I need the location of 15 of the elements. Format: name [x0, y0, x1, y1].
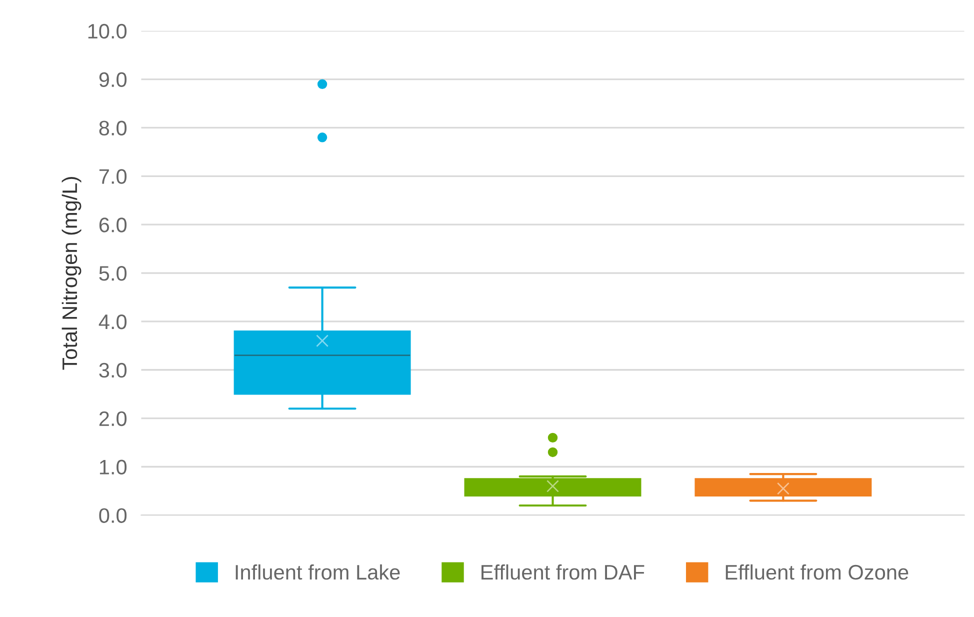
y-tick-label: 9.0 — [99, 72, 127, 88]
y-tick-label: 10.0 — [88, 24, 127, 39]
y-tick-label: 3.0 — [99, 362, 127, 378]
y-tick-label: 5.0 — [99, 266, 127, 281]
legend-label: Influent from Lake — [236, 564, 400, 580]
y-tick-label: 1.0 — [100, 460, 127, 475]
y-tick-label: 6.0 — [99, 218, 127, 232]
y-tick-label: 0.0 — [99, 508, 127, 523]
y-tick-label: 7.0 — [99, 169, 127, 184]
y-tick-label: 8.0 — [99, 120, 127, 136]
y-tick-label: 4.0 — [98, 314, 127, 330]
legend-label: Effluent from DAF — [482, 564, 644, 580]
legend-label: Effluent from Ozone — [726, 564, 908, 580]
y-axis-title: Total Nitrogen (mg/L) — [62, 177, 82, 370]
y-tick-label: 2.0 — [99, 411, 127, 426]
